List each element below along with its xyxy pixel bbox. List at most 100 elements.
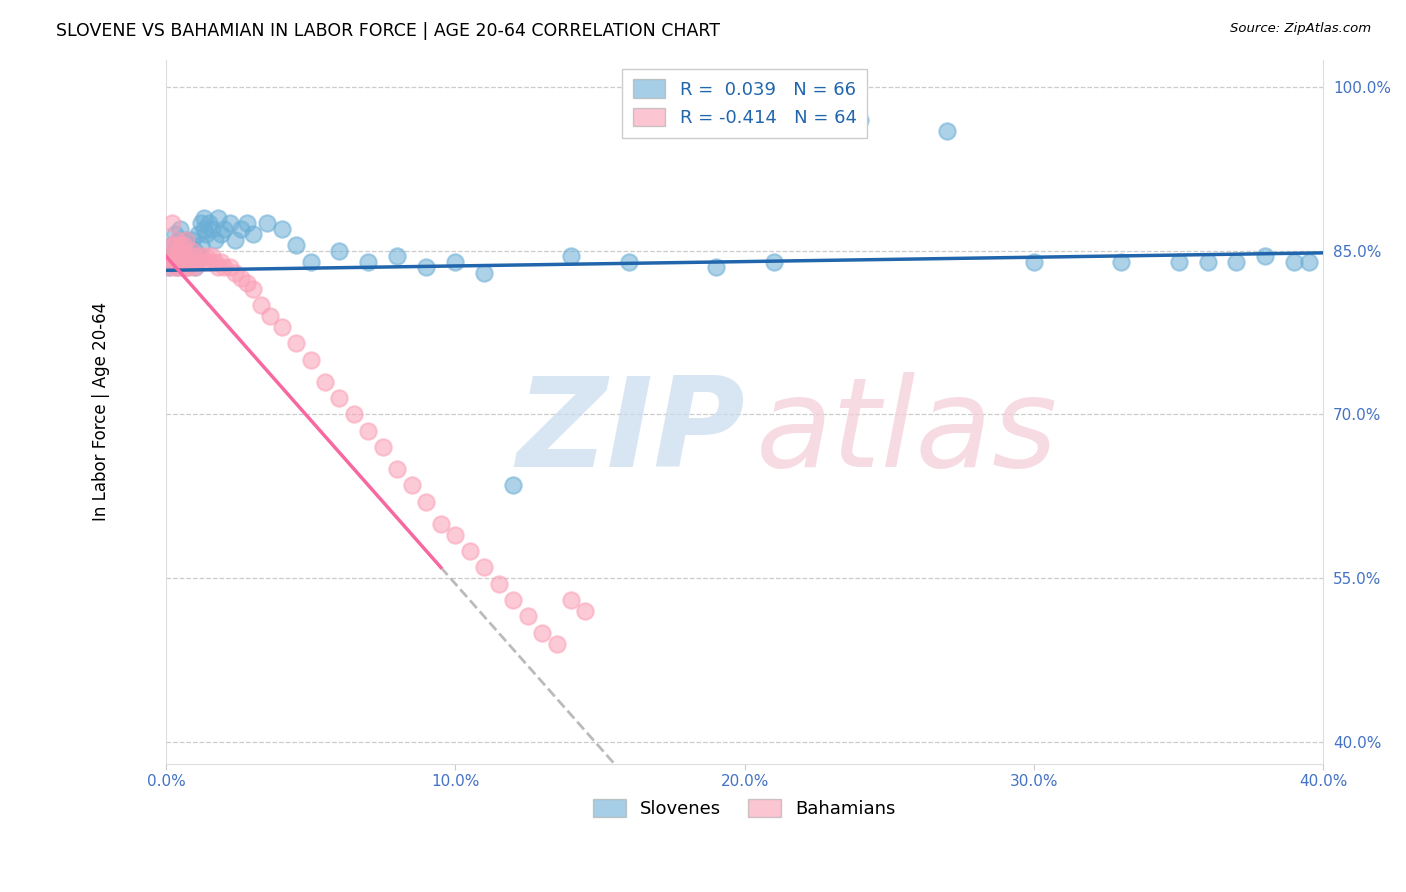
- Point: [250, 298, 273, 312]
- Point: [1197, 254, 1219, 268]
- Point: [160, 254, 183, 268]
- Point: [169, 260, 191, 274]
- Point: [166, 249, 188, 263]
- Point: [177, 254, 200, 268]
- Point: [163, 260, 186, 274]
- Point: [357, 424, 380, 438]
- Point: [574, 604, 596, 618]
- Point: [184, 249, 207, 263]
- Text: Source: ZipAtlas.com: Source: ZipAtlas.com: [1230, 22, 1371, 36]
- Point: [299, 352, 322, 367]
- Point: [229, 222, 252, 236]
- Point: [328, 244, 350, 258]
- Point: [444, 254, 467, 268]
- Point: [193, 254, 215, 268]
- Point: [163, 254, 186, 268]
- Point: [174, 260, 197, 274]
- Point: [458, 544, 481, 558]
- Point: [181, 254, 204, 268]
- Point: [169, 254, 191, 268]
- Point: [163, 249, 186, 263]
- Point: [204, 254, 226, 268]
- Point: [704, 260, 727, 274]
- Point: [193, 211, 215, 225]
- Point: [207, 260, 229, 274]
- Point: [224, 233, 246, 247]
- Point: [617, 254, 640, 268]
- Point: [229, 271, 252, 285]
- Text: ZIP: ZIP: [516, 372, 745, 493]
- Point: [488, 576, 510, 591]
- Point: [1167, 254, 1189, 268]
- Point: [169, 238, 191, 252]
- Point: [169, 222, 191, 236]
- Point: [357, 254, 380, 268]
- Point: [172, 238, 194, 252]
- Point: [1298, 254, 1320, 268]
- Point: [166, 260, 188, 274]
- Point: [415, 260, 437, 274]
- Point: [177, 260, 200, 274]
- Point: [1254, 249, 1277, 263]
- Point: [502, 478, 524, 492]
- Point: [236, 216, 259, 230]
- Point: [560, 593, 582, 607]
- Point: [190, 249, 212, 263]
- Point: [169, 254, 191, 268]
- Point: [270, 222, 292, 236]
- Point: [166, 254, 188, 268]
- Point: [172, 249, 194, 263]
- Point: [1109, 254, 1132, 268]
- Point: [187, 227, 209, 242]
- Point: [387, 462, 409, 476]
- Point: [270, 320, 292, 334]
- Point: [166, 249, 188, 263]
- Point: [187, 254, 209, 268]
- Point: [181, 233, 204, 247]
- Point: [160, 249, 183, 263]
- Point: [172, 249, 194, 263]
- Point: [163, 227, 186, 242]
- Point: [201, 249, 224, 263]
- Point: [1225, 254, 1247, 268]
- Point: [172, 238, 194, 252]
- Point: [472, 265, 495, 279]
- Point: [163, 244, 186, 258]
- Point: [371, 440, 394, 454]
- Point: [198, 216, 221, 230]
- Point: [195, 227, 218, 242]
- Point: [190, 238, 212, 252]
- Point: [429, 516, 451, 531]
- Point: [415, 495, 437, 509]
- Point: [201, 222, 224, 236]
- Point: [762, 254, 785, 268]
- Point: [195, 249, 218, 263]
- Point: [849, 112, 872, 127]
- Legend: Slovenes, Bahamians: Slovenes, Bahamians: [586, 791, 903, 825]
- Point: [299, 254, 322, 268]
- Text: atlas: atlas: [756, 372, 1059, 493]
- Point: [166, 233, 188, 247]
- Point: [236, 277, 259, 291]
- Point: [387, 249, 409, 263]
- Point: [242, 227, 264, 242]
- Point: [174, 254, 197, 268]
- Point: [190, 216, 212, 230]
- Point: [502, 593, 524, 607]
- Point: [177, 249, 200, 263]
- Point: [218, 260, 240, 274]
- Point: [1022, 254, 1045, 268]
- Point: [285, 336, 308, 351]
- Point: [546, 637, 568, 651]
- Point: [184, 244, 207, 258]
- Point: [157, 260, 180, 274]
- Point: [174, 249, 197, 263]
- Point: [174, 233, 197, 247]
- Point: [157, 249, 180, 263]
- Point: [328, 391, 350, 405]
- Point: [472, 560, 495, 574]
- Point: [187, 249, 209, 263]
- Point: [401, 478, 423, 492]
- Point: [157, 260, 180, 274]
- Point: [177, 238, 200, 252]
